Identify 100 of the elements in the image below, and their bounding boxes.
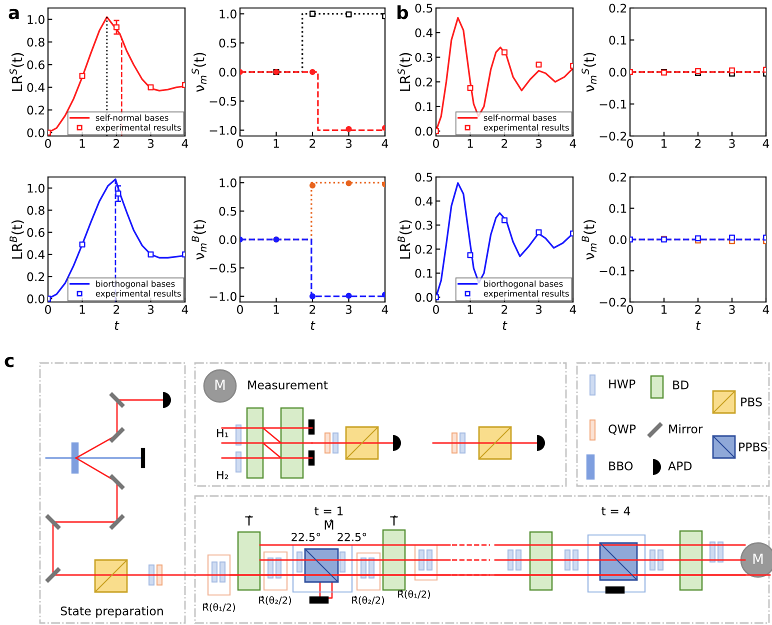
x-tick-label: 4 (762, 305, 770, 314)
x-tick-label: 1 (80, 139, 85, 148)
x-tick-label: 2 (114, 138, 120, 148)
text: 22.5° (292, 532, 320, 542)
x-tick-label: 4 (182, 139, 188, 148)
y-tick-label: 0.2 (609, 4, 626, 13)
y-axis-title: ν$_{m}$$^{B}$(t) (192, 220, 206, 260)
y-tick-label: −0.1 (600, 100, 626, 109)
text: R̂(θ₂/2) (352, 596, 384, 605)
point (309, 293, 316, 300)
y-tick-label: 0.0 (415, 292, 432, 302)
text: State preparation (60, 606, 163, 618)
y-tick-label: −0.2 (600, 132, 626, 141)
text: b (398, 5, 408, 20)
y-tick-label: 0.6 (27, 60, 44, 70)
legend-label: experimental results (484, 290, 569, 298)
x-tick-label: 3 (729, 304, 735, 314)
x-axis-title: t (696, 321, 701, 330)
x-tick-label: 3 (346, 138, 352, 148)
y-tick-label: 0.0 (27, 294, 44, 304)
text: a (8, 8, 19, 20)
y-tick-label: 1.0 (220, 10, 236, 18)
legend-label: experimental results (484, 124, 569, 132)
x-tick-label: 0 (627, 304, 633, 314)
y-tick-label: 0.3 (415, 220, 432, 230)
y-tick-label: 0.0 (609, 235, 626, 244)
text: t = 4 (602, 506, 630, 516)
text: M̂ (324, 519, 334, 530)
y-tick-label: 0.0 (609, 68, 626, 77)
x-tick-label: 1 (468, 305, 473, 314)
point (79, 72, 86, 79)
point (115, 190, 122, 197)
y-tick-label: 0.0 (219, 68, 236, 77)
x-tick-label: 4 (570, 305, 576, 314)
x-tick-label: 3 (536, 304, 542, 314)
y-axis-title: ν$_{m}$$^{B}$(t) (582, 220, 596, 260)
text: APD (668, 462, 692, 470)
x-tick-label: 2 (114, 304, 120, 314)
text: PBS (741, 397, 762, 406)
y-tick-label: 0.2 (27, 106, 44, 115)
x-tick-label: 4 (182, 305, 188, 314)
legend-label: self-normal bases (96, 114, 168, 121)
x-tick-label: 4 (762, 139, 770, 148)
text: BD (673, 380, 688, 390)
x-tick-label: 2 (695, 304, 701, 314)
y-tick-label: 0.1 (415, 102, 432, 112)
y-tick-label: −1.0 (210, 126, 236, 135)
x-tick-label: 3 (148, 304, 154, 314)
y-tick-label: −0.1 (600, 266, 626, 276)
text: R̂(θ₂/2) (259, 596, 291, 605)
point (501, 49, 508, 56)
y-tick-label: −1.0 (210, 292, 236, 301)
x-tick-label: 3 (148, 138, 154, 148)
text: BBO (609, 461, 633, 470)
x-tick-label: 0 (45, 138, 51, 148)
legend-label: experimental results (96, 290, 181, 298)
y-tick-label: 0.5 (415, 172, 432, 182)
text: T̂ (390, 515, 398, 526)
y-tick-label: 0.8 (27, 38, 44, 47)
text: Mirror (669, 424, 703, 434)
point (346, 11, 352, 18)
y-tick-label: 0.1 (609, 204, 626, 213)
y-axis-title: LR$^{S}$(t) (398, 53, 412, 91)
x-tick-label: 0 (45, 304, 51, 314)
point (79, 241, 86, 248)
point (346, 126, 352, 132)
x-tick-label: 3 (536, 138, 542, 148)
legend-label: biorthogonal bases (96, 280, 175, 289)
text: R̂(θ₁/2) (398, 590, 430, 599)
text: M (215, 380, 225, 390)
x-tick-label: 2 (502, 138, 508, 148)
y-tick-label: 1.0 (28, 15, 44, 24)
text: M (753, 554, 763, 564)
text: c (4, 356, 14, 368)
x-axis-title: t (310, 321, 316, 330)
x-tick-label: 0 (627, 138, 633, 148)
point (536, 62, 542, 68)
y-axis-title: LR$^{B}$(t) (10, 220, 24, 259)
point (501, 217, 508, 224)
point (113, 24, 120, 30)
y-tick-label: 0.4 (27, 250, 45, 260)
point (467, 84, 474, 92)
y-tick-label: 0.1 (415, 268, 432, 278)
point (536, 229, 542, 236)
text: T̂ (245, 515, 253, 526)
x-tick-label: 4 (382, 139, 388, 148)
y-tick-label: 0.1 (609, 36, 626, 45)
text: Measurement (248, 380, 328, 390)
y-tick-label: 0.8 (27, 206, 44, 215)
point (148, 84, 154, 90)
y-tick-label: 0.5 (219, 206, 236, 216)
point (467, 252, 474, 258)
y-tick-label: 1.0 (28, 184, 44, 193)
y-axis-title: LR$^{B}$(t) (398, 220, 412, 259)
x-tick-label: 2 (695, 138, 701, 148)
point (346, 180, 352, 186)
y-tick-label: 0.4 (415, 196, 433, 206)
y-tick-label: −0.5 (210, 264, 236, 273)
x-tick-label: 1 (274, 305, 279, 314)
text: H₁ (217, 428, 228, 438)
